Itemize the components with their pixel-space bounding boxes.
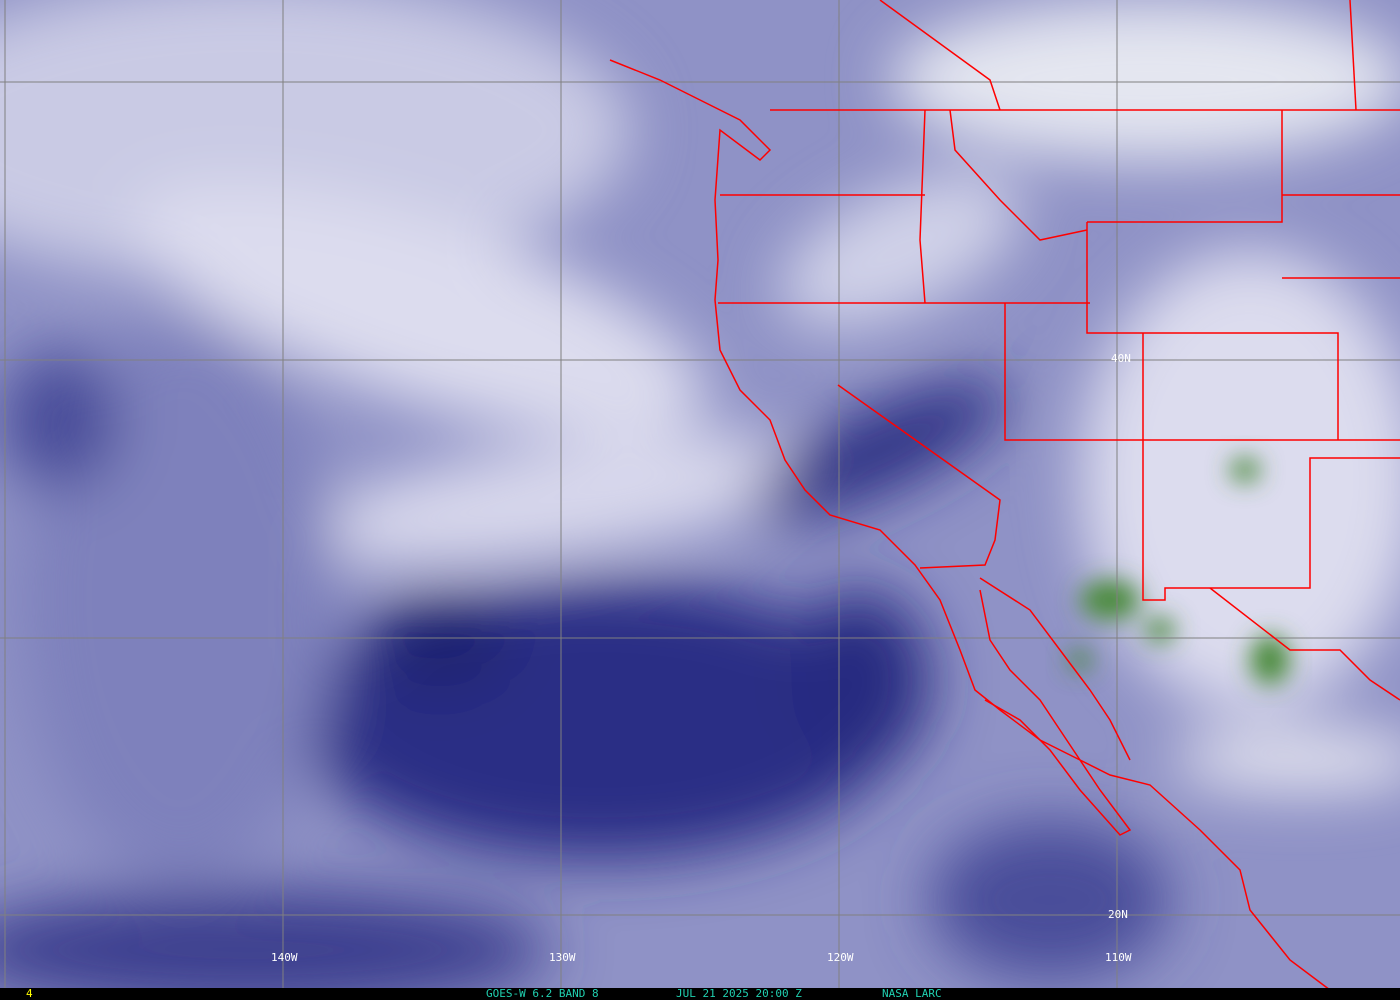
lon-label-140w: 140W (271, 951, 298, 964)
satellite-channel: GOES-W 6.2 BAND 8 (486, 988, 599, 1000)
channel-name: 6.2 BAND 8 (532, 987, 599, 1000)
lon-label-120w: 120W (827, 951, 854, 964)
cold-cloud-tops (1068, 458, 1290, 685)
political-boundaries (609, 0, 1400, 991)
lon-label-110w: 110W (1105, 951, 1132, 964)
credit: NASA LARC (882, 987, 942, 1000)
lat-label-20n: 20N (1108, 908, 1128, 921)
satellite-name: GOES-W (486, 987, 526, 1000)
lon-label-130w: 130W (549, 951, 576, 964)
footer-bar: 4 GOES-W 6.2 BAND 8 JUL 21 2025 20:00 Z … (0, 988, 1400, 1000)
lat-label-40n: 40N (1111, 352, 1131, 365)
timestamp: JUL 21 2025 20:00 Z (676, 987, 802, 1000)
frame-number: 4 (26, 987, 33, 1000)
